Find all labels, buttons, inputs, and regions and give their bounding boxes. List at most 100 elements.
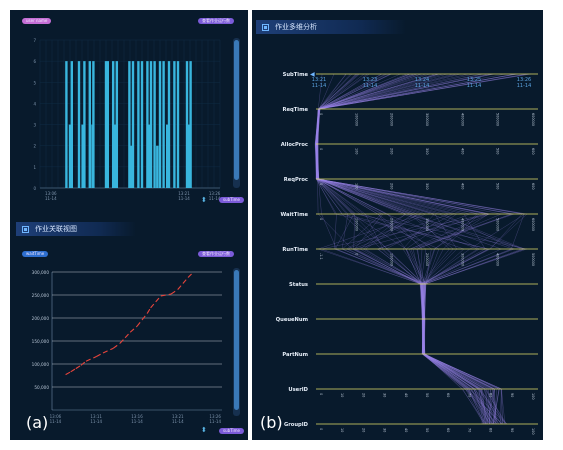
x-tick-date: 11-14 [45,196,57,201]
waittime-pill[interactable]: waitTime [22,251,49,257]
axis-tick-label: 500000 [496,218,500,231]
y-tick-label: 4 [33,101,36,106]
y-tick-label: 200,000 [32,316,50,321]
axis-label-groupid: GroupID [284,422,309,428]
user-name-pill[interactable]: user name [22,18,52,24]
axis-label-subtime: SubTime [283,72,309,78]
subtime-arrow-icon: ◀ [310,71,315,78]
bar [65,61,68,189]
bar [77,61,81,189]
axis-tick-label: 300 [425,148,429,154]
x-tick-label: 13:06 [45,191,57,196]
y-tick-label: 300,000 [32,270,50,275]
subtime-time-label: 13:26 [517,77,531,83]
waittime-line [112,342,121,349]
panel-b: 作业多维分析 SubTime ReqTime 0 100000 200000 300000… [252,10,543,440]
bar [70,61,73,189]
axis-tick-label: 200000 [390,113,394,126]
axis-tick-label: 600000 [531,113,535,126]
waittime-line [65,371,71,376]
view-job-runs-button-2[interactable]: 查看作业运行数 [198,251,234,257]
axis-tick-label: 300000 [425,113,429,126]
axis-tick-label: 70 [467,393,471,397]
x-tick-label: 13:06 [50,414,62,419]
waittime-line [155,295,162,303]
bar [128,61,131,189]
axis-tick-label: 20 [361,393,365,397]
x-tick-date: 11-14 [209,419,221,424]
bar [130,145,133,188]
scroll-down-icon[interactable]: ⬍ [201,196,207,204]
view-job-runs-button[interactable]: 查看作业运行数 [198,18,234,24]
subtime-date-label: 11-14 [415,83,430,89]
axis-tick-label: 500000 [496,113,500,126]
x-tick-label: 13:11 [90,414,102,419]
y-tick-label: 3 [33,123,36,128]
bar [83,61,86,189]
top-chart-scrollbar[interactable] [233,38,240,188]
axis-tick-label: 50 [425,428,429,432]
subtime-time-label: 13:23 [363,77,377,83]
axis-label-allocproc: AllocProc [281,142,308,148]
bar [153,61,156,189]
axis-tick-label: 0 [354,253,358,255]
subtime-pill-bottom[interactable]: subTime [219,428,244,434]
axis-tick-label: 100000 [390,253,394,266]
axis-tick-label: 300000 [460,253,464,266]
waittime-line [146,307,152,314]
bar [167,61,171,189]
y-tick-label: 7 [33,38,36,43]
waittime-line [182,277,189,284]
axis-tick-label: 10 [340,393,344,397]
bar [104,61,108,189]
x-tick-date: 11-14 [50,419,62,424]
axis-tick-label: 400000 [460,218,464,231]
x-tick-label: 13:26 [209,414,221,419]
y-tick-label: 50,000 [34,385,49,390]
axis-tick-label: 500 [496,148,500,154]
axis-tick-label: 200000 [390,218,394,231]
axis-label-status: Status [289,282,308,288]
axis-tick-label: 500 [496,183,500,189]
multi-dim-analysis-header: 作业多维分析 [256,20,406,34]
waittime-line [95,352,104,358]
section-title-b: 作业多维分析 [275,23,317,31]
waittime-line [177,283,184,290]
subtime-date-label: 11-14 [363,83,378,89]
axis-tick-label: 200 [390,148,394,154]
scroll-down-icon-2[interactable]: ⬍ [201,426,207,434]
x-tick-label: 13:21 [172,414,184,419]
axis-tick-label: 100000 [354,218,358,231]
axis-tick-label: 0 [319,113,323,115]
axis-label-waittime: WaitTime [280,212,308,218]
y-tick-label: 250,000 [32,293,50,298]
bar [146,61,149,189]
axis-tick-label: 0 [319,428,323,430]
axis-tick-label: 400 [460,148,464,154]
bottom-chart-scrollbar[interactable] [233,268,240,416]
x-tick-date: 11-14 [131,419,143,424]
waittime-line [129,325,138,333]
y-tick-label: 5 [33,80,36,85]
waittime-line [70,368,77,373]
axis-tick-label: 20 [361,428,365,432]
bar [140,61,144,189]
y-tick-label: 2 [33,144,36,149]
bar [81,124,84,188]
axis-tick-label: 60 [446,393,450,397]
waittime-line [75,364,82,370]
section-marker-icon-b [262,23,269,31]
axis-tick-label: 40 [404,428,408,432]
waittime-line-chart: 50,000 100,000 150,000 200,000 250,000 300,00… [32,270,222,424]
bar [106,61,109,189]
bar [189,61,192,189]
bar [173,61,176,189]
subtime-pill-top[interactable]: subTime [219,197,244,203]
bar [68,124,72,188]
subtime-time-label: 13:24 [415,77,429,83]
waittime-line [102,347,114,354]
bar [156,145,159,188]
axis-label-reqproc: ReqProc [284,177,308,183]
waittime-line [141,313,148,321]
